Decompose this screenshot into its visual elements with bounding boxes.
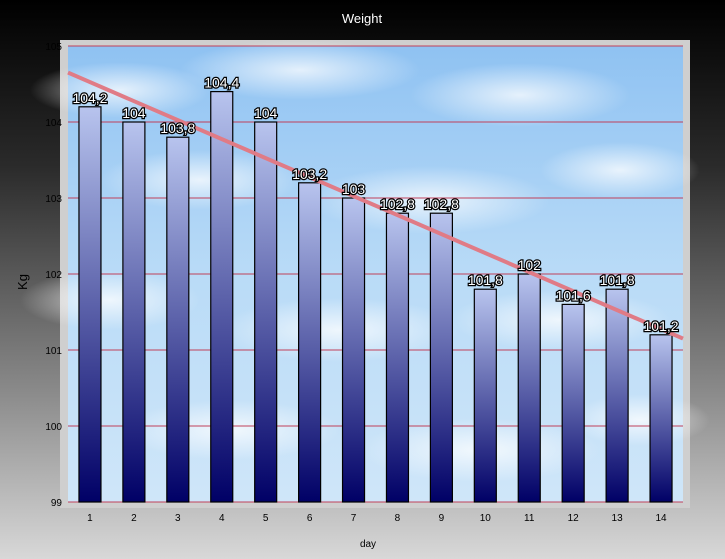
x-tick-label: 1 xyxy=(87,513,93,524)
x-axis-label: day xyxy=(360,539,376,550)
bar-day-9 xyxy=(429,212,453,503)
x-tick-label: 4 xyxy=(219,513,225,524)
bars xyxy=(78,90,673,503)
trendline xyxy=(67,70,684,341)
y-tick-label: 104 xyxy=(45,118,62,129)
data-label: 104 xyxy=(254,105,278,121)
x-tick-label: 3 xyxy=(175,513,181,524)
bar-day-7 xyxy=(341,197,366,503)
data-label: 102 xyxy=(518,257,542,273)
data-label: 102,8 xyxy=(424,196,459,212)
cloud-3 xyxy=(410,63,630,127)
cloud-4 xyxy=(100,150,300,210)
y-axis-label: Kg xyxy=(15,274,30,290)
cloud-7 xyxy=(20,270,200,330)
x-tick-label: 6 xyxy=(307,513,313,524)
data-label: 101,6 xyxy=(556,287,591,303)
y-tick-label: 99 xyxy=(51,498,63,509)
data-label: 101,2 xyxy=(644,318,679,334)
data-label: 104,2 xyxy=(72,90,107,106)
x-axis-ticks: 1 2 3 4 5 6 7 8 9 10 11 12 13 14 xyxy=(87,513,667,524)
x-tick-label: 13 xyxy=(612,513,624,524)
data-label: 101,8 xyxy=(600,272,635,288)
x-tick-label: 12 xyxy=(568,513,580,524)
cloud-6 xyxy=(540,142,700,198)
data-label: 101,8 xyxy=(468,272,503,288)
data-label: 103,8 xyxy=(160,120,195,136)
bar-day-12 xyxy=(561,303,585,503)
data-label: 103,2 xyxy=(292,166,327,182)
bar-day-8 xyxy=(385,212,410,503)
bar-day-6 xyxy=(298,182,322,503)
bar-day-2 xyxy=(122,121,146,503)
cloud-2 xyxy=(180,40,420,100)
x-tick-label: 10 xyxy=(480,513,492,524)
x-tick-label: 8 xyxy=(395,513,401,524)
bar-day-11 xyxy=(517,273,541,503)
bar-day-1 xyxy=(78,106,102,503)
x-tick-label: 14 xyxy=(655,513,667,524)
data-labels: 104,2 104 103,8 104,4 104 103,2 103 102,8 102,8 1… xyxy=(71,73,680,335)
trendline-group xyxy=(67,70,684,341)
y-tick-label: 102 xyxy=(45,270,62,281)
cloud-5 xyxy=(310,166,550,234)
bar-day-10 xyxy=(473,288,497,503)
bar-day-13 xyxy=(605,288,629,503)
y-tick-label: 105 xyxy=(45,42,62,53)
data-label: 104 xyxy=(122,105,146,121)
x-tick-label: 5 xyxy=(263,513,269,524)
x-tick-label: 7 xyxy=(351,513,357,524)
bar-day-4 xyxy=(210,90,234,503)
y-tick-label: 101 xyxy=(45,346,62,357)
y-tick-label: 103 xyxy=(45,194,62,205)
chart-title: Weight xyxy=(342,11,383,26)
data-label: 103 xyxy=(342,181,366,197)
cloud-12 xyxy=(570,394,710,446)
bar-day-14 xyxy=(649,334,673,503)
x-tick-label: 11 xyxy=(524,513,535,524)
data-label: 102,8 xyxy=(380,196,415,212)
bar-day-5 xyxy=(254,121,278,503)
x-tick-label: 9 xyxy=(439,513,445,524)
data-label: 104,4 xyxy=(204,75,239,91)
bar-day-3 xyxy=(166,136,190,503)
y-tick-label: 100 xyxy=(45,422,62,433)
y-axis-ticks: 99 100 101 102 103 104 105 xyxy=(45,42,62,509)
x-tick-label: 2 xyxy=(131,513,137,524)
